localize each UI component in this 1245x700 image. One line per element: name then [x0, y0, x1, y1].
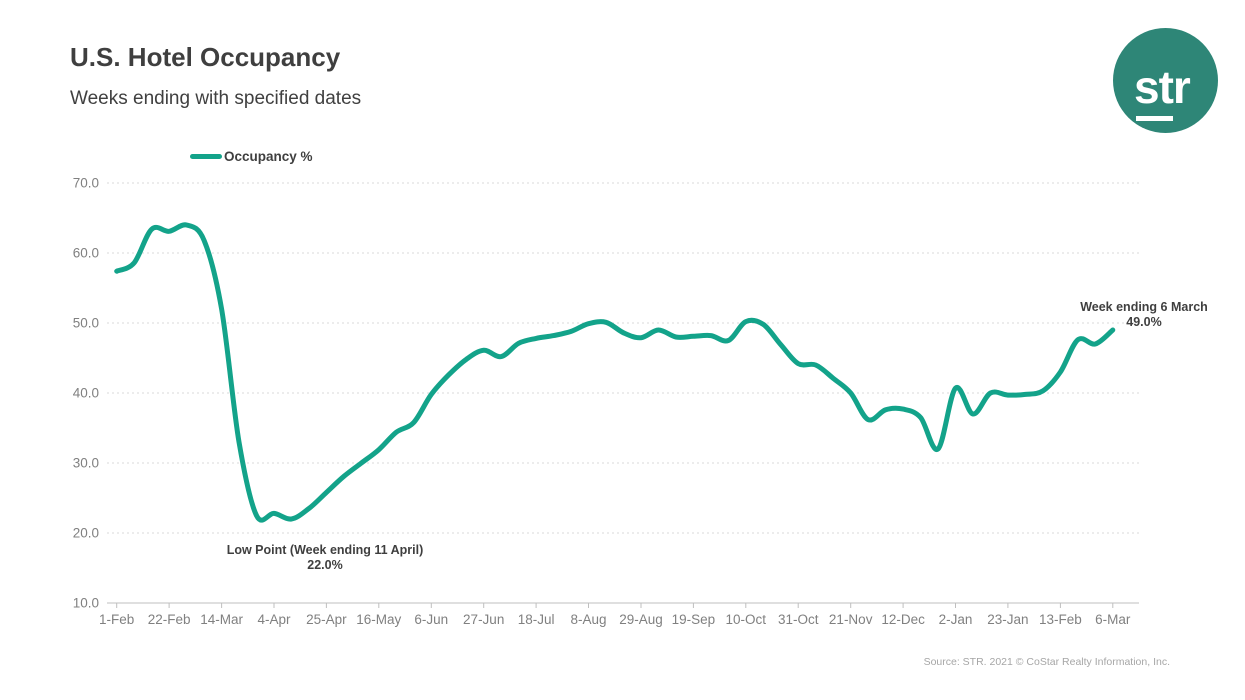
x-axis-labels: 1-Feb 22-Feb 14-Mar 4-Apr 25-Apr 16-May 6-Jun 2… — [99, 612, 1131, 627]
svg-text:40.0: 40.0 — [73, 386, 99, 401]
page-subtitle: Weeks ending with specified dates — [70, 88, 362, 109]
svg-text:70.0: 70.0 — [73, 176, 99, 191]
svg-text:50.0: 50.0 — [73, 316, 99, 331]
occupancy-series-line — [114, 222, 1116, 523]
source-note: Source: STR. 2021 © CoStar Realty Inform… — [923, 656, 1170, 668]
legend-label: Occupancy % — [224, 149, 313, 164]
svg-text:13-Feb: 13-Feb — [1039, 612, 1082, 627]
svg-text:6-Mar: 6-Mar — [1095, 612, 1131, 627]
svg-text:22-Feb: 22-Feb — [148, 612, 191, 627]
svg-text:12-Dec: 12-Dec — [881, 612, 925, 627]
annotation-latest-value: 49.0% — [1126, 315, 1162, 329]
y-gridlines — [107, 182, 1139, 604]
svg-text:27-Jun: 27-Jun — [463, 612, 504, 627]
svg-text:6-Jun: 6-Jun — [414, 612, 448, 627]
str-logo-underline — [1136, 116, 1173, 121]
x-axis-ticks — [116, 603, 1114, 608]
str-logo: str — [1113, 28, 1218, 133]
annotation-low-point: Low Point (Week ending 11 April) 22.0% — [175, 543, 475, 573]
svg-text:25-Apr: 25-Apr — [306, 612, 347, 627]
svg-text:10.0: 10.0 — [73, 596, 99, 611]
svg-text:31-Oct: 31-Oct — [778, 612, 819, 627]
svg-text:30.0: 30.0 — [73, 456, 99, 471]
svg-text:2-Jan: 2-Jan — [939, 612, 973, 627]
svg-text:23-Jan: 23-Jan — [987, 612, 1028, 627]
svg-text:29-Aug: 29-Aug — [619, 612, 663, 627]
svg-text:4-Apr: 4-Apr — [257, 612, 291, 627]
svg-text:18-Jul: 18-Jul — [518, 612, 555, 627]
legend-line-swatch — [190, 154, 222, 159]
svg-text:20.0: 20.0 — [73, 526, 99, 541]
svg-text:16-May: 16-May — [356, 612, 401, 627]
svg-text:21-Nov: 21-Nov — [829, 612, 873, 627]
annotation-latest: Week ending 6 March 49.0% — [1043, 300, 1245, 330]
legend: Occupancy % — [190, 149, 313, 164]
y-axis-labels: 10.0 20.0 30.0 40.0 50.0 60.0 70.0 — [73, 176, 99, 611]
svg-text:1-Feb: 1-Feb — [99, 612, 134, 627]
annotation-low-point-value: 22.0% — [307, 558, 343, 572]
page-title: U.S. Hotel Occupancy — [70, 42, 341, 72]
svg-text:8-Aug: 8-Aug — [570, 612, 606, 627]
str-logo-text: str — [1134, 61, 1191, 113]
svg-text:19-Sep: 19-Sep — [672, 612, 716, 627]
svg-text:60.0: 60.0 — [73, 246, 99, 261]
svg-text:14-Mar: 14-Mar — [200, 612, 243, 627]
svg-text:10-Oct: 10-Oct — [726, 612, 767, 627]
annotation-latest-text: Week ending 6 March — [1080, 300, 1208, 314]
annotation-low-point-text: Low Point (Week ending 11 April) — [226, 543, 424, 557]
